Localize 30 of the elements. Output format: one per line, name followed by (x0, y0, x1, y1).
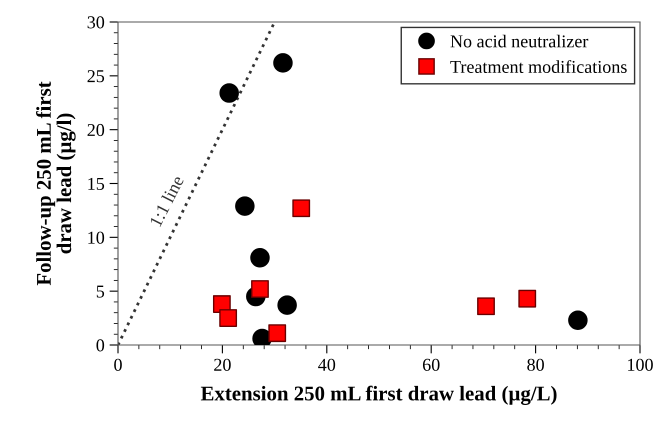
x-tick-label: 40 (318, 358, 336, 371)
legend-label: No acid neutralizer (450, 34, 588, 48)
point (235, 196, 255, 216)
y-tick-label: 0 (96, 339, 104, 352)
y-tick-label: 20 (88, 124, 104, 136)
y-tick-label: 30 (88, 16, 104, 28)
point (268, 324, 286, 342)
y-tick-label: 15 (88, 178, 104, 190)
point (292, 199, 310, 218)
y-axis-title: Follow-up 250 mL first draw lead (µg/l) (36, 81, 76, 286)
y-tick-label: 5 (96, 286, 104, 298)
point (219, 83, 239, 103)
point (251, 280, 269, 298)
point (250, 248, 270, 268)
x-axis-title: Extension 250 mL first draw lead (µg/L) (200, 386, 557, 405)
point (477, 297, 495, 316)
point (568, 310, 588, 330)
x-tick-label: 80 (527, 358, 544, 371)
x-tick-label: 60 (422, 358, 440, 371)
point (277, 295, 297, 315)
point (518, 290, 536, 308)
point (273, 53, 293, 73)
point (219, 309, 238, 327)
annotation: 1:1 line (148, 174, 184, 228)
x-tick-label: 20 (214, 358, 231, 371)
y-tick-label: 10 (88, 232, 104, 244)
x-tick-label: 0 (114, 358, 122, 371)
y-tick-label: 25 (88, 70, 104, 82)
legend-label: Treatment modifications (450, 60, 627, 73)
x-tick-label: 100 (628, 358, 653, 371)
